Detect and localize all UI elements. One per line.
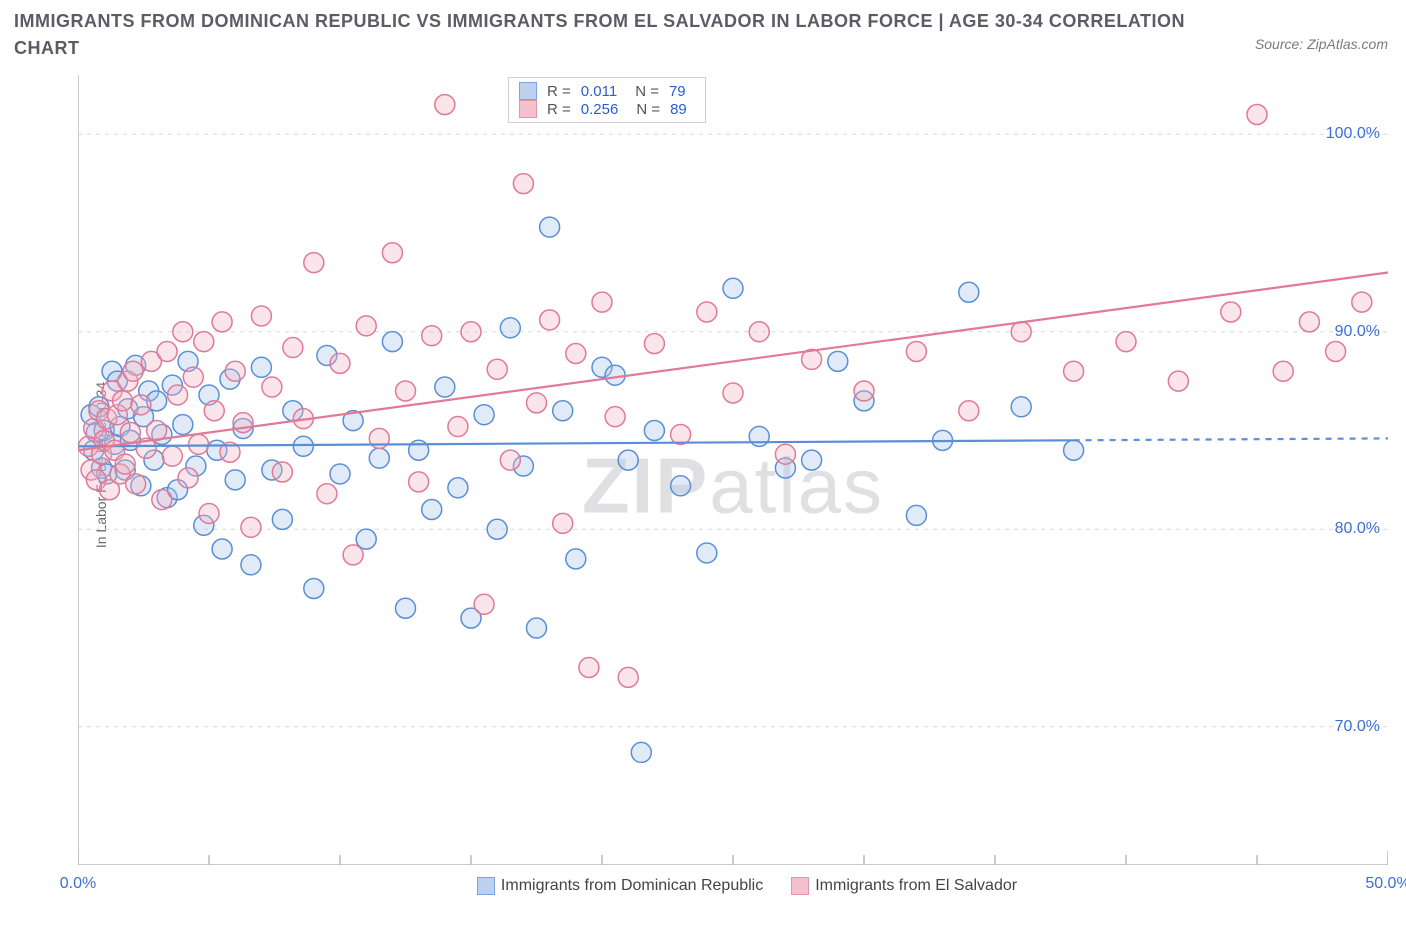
chart-plot: ZIPatlas R =0.011N =79R =0.256N =89 Immi… — [78, 75, 1388, 865]
chart-title: IMMIGRANTS FROM DOMINICAN REPUBLIC VS IM… — [14, 8, 1206, 62]
legend-swatch — [791, 877, 809, 895]
x-tick-label: 50.0% — [1365, 875, 1406, 893]
y-tick-label: 90.0% — [1335, 323, 1380, 341]
chart-svg — [78, 75, 1388, 865]
x-tick-label: 0.0% — [60, 875, 96, 893]
chart-source: Source: ZipAtlas.com — [1255, 36, 1388, 52]
y-tick-label: 80.0% — [1335, 520, 1380, 538]
legend-series-label: Immigrants from El Salvador — [815, 877, 1017, 894]
legend-swatch — [477, 877, 495, 895]
legend-stats-box: R =0.011N =79R =0.256N =89 — [508, 77, 706, 123]
legend-stats-row: R =0.256N =89 — [519, 100, 695, 118]
y-tick-label: 100.0% — [1326, 125, 1380, 143]
legend-bottom: Immigrants from Dominican Republic Immigr… — [78, 877, 1388, 895]
y-tick-label: 70.0% — [1335, 718, 1380, 736]
legend-stats-row: R =0.011N =79 — [519, 82, 695, 100]
legend-series-label: Immigrants from Dominican Republic — [501, 877, 763, 894]
